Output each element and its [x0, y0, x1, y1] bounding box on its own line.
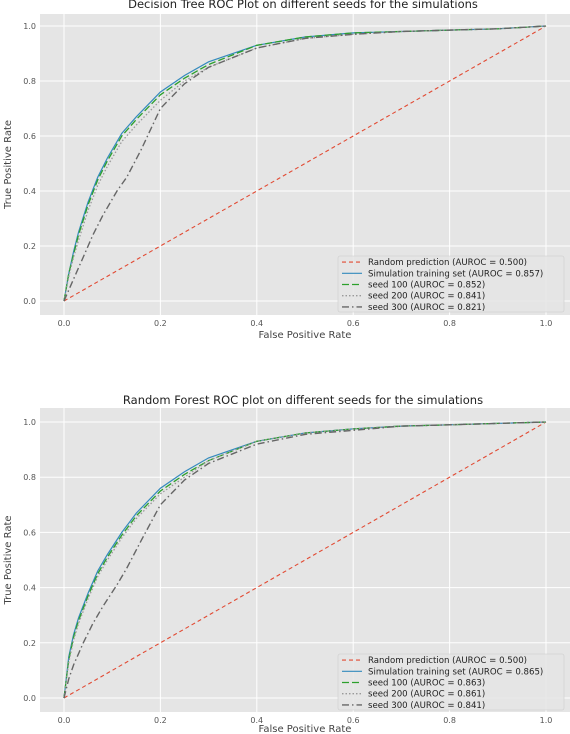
- x-tick-label: 0.6: [347, 716, 360, 725]
- y-tick-label: 0.0: [23, 694, 36, 703]
- y-tick-label: 1.0: [23, 22, 36, 31]
- series-line-5: [63, 25, 547, 302]
- x-axis-label: False Positive Rate: [259, 330, 352, 341]
- legend-label: seed 200 (AUROC = 0.861): [368, 690, 485, 700]
- legend-label: seed 100 (AUROC = 0.852): [368, 281, 485, 291]
- x-tick-label: 0.8: [443, 716, 456, 725]
- y-tick-label: 0.8: [23, 77, 36, 86]
- y-tick-label: 0.2: [23, 639, 36, 648]
- x-tick-label: 0.6: [347, 319, 360, 328]
- x-tick-label: 0.8: [443, 319, 456, 328]
- legend-label: seed 200 (AUROC = 0.841): [368, 292, 485, 302]
- x-tick-label: 0.4: [250, 319, 263, 328]
- legend-label: Random prediction (AUROC = 0.500): [368, 656, 527, 666]
- legend-label: seed 100 (AUROC = 0.863): [368, 679, 485, 689]
- x-tick-label: 0.2: [154, 716, 167, 725]
- y-axis-label: True Positive Rate: [3, 120, 14, 210]
- legend: Random prediction (AUROC = 0.500)Simulat…: [337, 255, 565, 313]
- legend-label: seed 300 (AUROC = 0.841): [368, 701, 485, 711]
- series-line-4: [63, 25, 547, 302]
- series-line-5: [63, 421, 547, 699]
- y-tick-label: 0.6: [23, 132, 36, 141]
- series-line-3: [63, 421, 547, 699]
- chart-title: Decision Tree ROC Plot on different seed…: [128, 0, 478, 11]
- y-tick-label: 1.0: [23, 418, 36, 427]
- legend-label: Simulation training set (AUROC = 0.857): [368, 269, 543, 279]
- y-tick-label: 0.6: [23, 528, 36, 537]
- x-tick-label: 0.0: [58, 716, 71, 725]
- legend: Random prediction (AUROC = 0.500)Simulat…: [337, 653, 565, 711]
- legend-box: [337, 653, 565, 711]
- chart-panel-1: 0.0 0.2 0.4 0.6 0.8 1.0 0.0 0.2 0.4 0.6 0.8 1.0 Deci…: [3, 0, 570, 341]
- x-tick-label: 0.2: [154, 319, 167, 328]
- y-tick-label: 0.4: [23, 584, 36, 593]
- chart-title: Random Forest ROC plot on different seed…: [123, 393, 483, 407]
- chart-panel-2: 0.0 0.2 0.4 0.6 0.8 1.0 0.0 0.2 0.4 0.6 0.8 1.0 Rand…: [3, 393, 570, 734]
- y-tick-label: 0.0: [23, 297, 36, 306]
- legend-label: Random prediction (AUROC = 0.500): [368, 258, 527, 268]
- x-tick-label: 1.0: [540, 319, 553, 328]
- x-axis-label: False Positive Rate: [259, 724, 352, 734]
- x-tick-label: 1.0: [540, 716, 553, 725]
- legend-box: [337, 255, 565, 313]
- series-line-1: [63, 25, 547, 302]
- series-line-1: [63, 421, 547, 699]
- legend-label: seed 300 (AUROC = 0.821): [368, 303, 485, 313]
- y-axis-label: True Positive Rate: [3, 515, 14, 605]
- x-tick-label: 0.0: [58, 319, 71, 328]
- x-tick-label: 0.4: [250, 716, 263, 725]
- y-tick-label: 0.2: [23, 242, 36, 251]
- legend-label: Simulation training set (AUROC = 0.865): [368, 667, 543, 677]
- y-tick-label: 0.4: [23, 187, 36, 196]
- y-tick-label: 0.8: [23, 473, 36, 482]
